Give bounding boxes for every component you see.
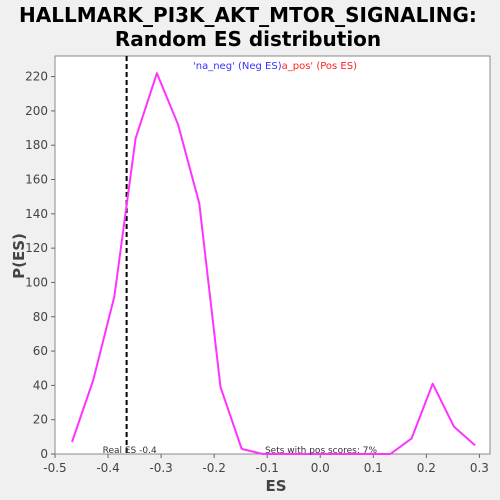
x-tick-label: -0.2	[202, 461, 225, 475]
y-tick-label: 0	[40, 447, 48, 461]
x-tick-label: 0.3	[470, 461, 489, 475]
x-tick-label: -0.5	[43, 461, 66, 475]
x-tick-label: -0.1	[255, 461, 278, 475]
legend-pos-entry: a_pos' (Pos ES)	[282, 61, 357, 72]
y-tick-label: 120	[25, 241, 48, 255]
y-axis-ticks: 0 20 40 60 80 100 120 140 160 180 200 220	[25, 70, 55, 461]
x-tick-label: -0.4	[96, 461, 119, 475]
x-axis-label: ES	[265, 477, 286, 495]
real-es-label: Real ES -0.4	[103, 446, 157, 456]
series-line	[71, 72, 476, 455]
y-tick-label: 20	[33, 413, 48, 427]
y-tick-label: 80	[33, 310, 48, 324]
legend-neg-entry: 'na_neg' (Neg ES)	[193, 61, 282, 72]
y-tick-label: 220	[25, 70, 48, 84]
y-tick-label: 200	[25, 104, 48, 118]
y-tick-label: 140	[25, 207, 48, 221]
y-tick-label: 180	[25, 138, 48, 152]
y-tick-label: 100	[25, 275, 48, 289]
legend: 'na_neg' (Neg ES)a_pos' (Pos ES)	[193, 61, 357, 72]
y-tick-label: 40	[33, 378, 48, 392]
x-tick-label: -0.3	[149, 461, 172, 475]
x-tick-label: 0.0	[311, 461, 330, 475]
x-tick-label: 0.2	[417, 461, 436, 475]
y-axis-label: P(ES)	[10, 233, 28, 279]
x-tick-label: 0.1	[364, 461, 383, 475]
chart-title-line2: Random ES distribution	[115, 27, 381, 51]
y-tick-label: 160	[25, 173, 48, 187]
series-group	[71, 72, 476, 455]
chart-title-line1: HALLMARK_PI3K_AKT_MTOR_SIGNALING:	[19, 3, 477, 27]
pos-scores-annotation: Sets with pos scores: 7%	[265, 446, 378, 456]
y-tick-label: 60	[33, 344, 48, 358]
x-axis-ticks: -0.5 -0.4 -0.3 -0.2 -0.1 0.0 0.1 0.2 0.3	[43, 454, 489, 475]
